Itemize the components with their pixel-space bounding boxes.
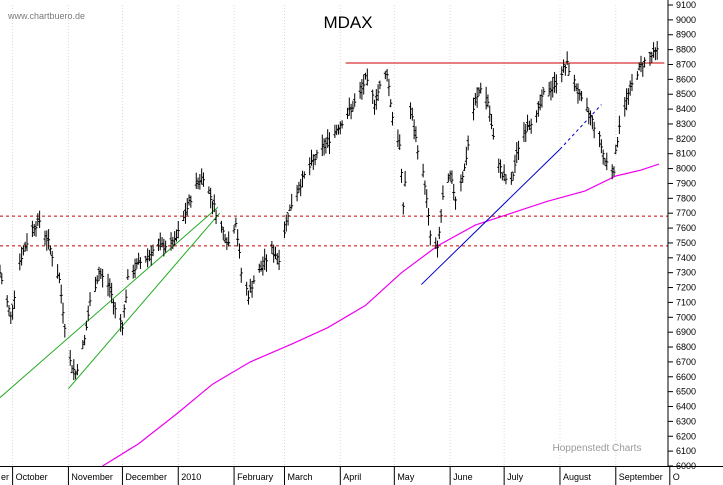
month-label: August <box>563 472 592 482</box>
y-tick-label: 6400 <box>676 402 696 412</box>
month-label: July <box>507 472 524 482</box>
trendline-blue-dashed <box>559 104 602 150</box>
y-tick-label: 6200 <box>676 431 696 441</box>
month-label: 2010 <box>181 472 201 482</box>
y-tick-label: 6900 <box>676 327 696 337</box>
y-tick-label: 8000 <box>676 164 696 174</box>
plot-frame <box>0 0 723 467</box>
watermark-label: Hoppenstedt Charts <box>553 443 642 454</box>
y-tick-label: 6600 <box>676 372 696 382</box>
chart-title: MDAX <box>323 13 372 32</box>
y-tick-label: 7600 <box>676 223 696 233</box>
y-axis: 6000 6100 6200 6300 6400 6500 6600 6700 6800 6900… <box>668 0 696 471</box>
y-tick-label: 8200 <box>676 134 696 144</box>
y-tick-label: 6800 <box>676 342 696 352</box>
y-tick-label: 8300 <box>676 119 696 129</box>
price-bars <box>0 41 659 381</box>
y-tick-label: 7500 <box>676 238 696 248</box>
y-tick-label: 9000 <box>676 15 696 25</box>
trendline-green-2 <box>68 212 221 389</box>
trendline-blue-solid <box>420 148 561 285</box>
y-tick-label: 6700 <box>676 357 696 367</box>
month-label: February <box>237 472 274 482</box>
trendline-green-1 <box>0 206 219 398</box>
y-tick-label: 6000 <box>676 461 696 471</box>
y-tick-label: 7700 <box>676 208 696 218</box>
month-label: October <box>16 472 48 482</box>
month-label: December <box>125 472 167 482</box>
y-tick-label: 7800 <box>676 193 696 203</box>
y-tick-label: 7400 <box>676 253 696 263</box>
month-label: May <box>397 472 415 482</box>
y-tick-label: 8500 <box>676 89 696 99</box>
y-tick-label: 8800 <box>676 45 696 55</box>
chart-overlays <box>0 62 668 467</box>
y-tick-label: 6300 <box>676 416 696 426</box>
y-tick-label: 7300 <box>676 268 696 278</box>
chart-gridlines <box>12 5 617 466</box>
y-tick-label: 7900 <box>676 178 696 188</box>
y-tick-label: 6500 <box>676 387 696 397</box>
month-label: March <box>287 472 312 482</box>
month-label: O <box>673 472 680 482</box>
y-tick-label: 8400 <box>676 104 696 114</box>
y-tick-label: 8100 <box>676 149 696 159</box>
x-axis: er October November December 2010 February Mar… <box>1 466 680 485</box>
month-label: er <box>1 472 9 482</box>
month-label: June <box>453 472 473 482</box>
month-label: September <box>619 472 663 482</box>
y-tick-label: 8700 <box>676 59 696 69</box>
y-tick-label: 8600 <box>676 74 696 84</box>
source-label: www.chartbuero.de <box>7 11 85 21</box>
month-label: November <box>71 472 113 482</box>
month-label: April <box>343 472 361 482</box>
y-tick-label: 7100 <box>676 297 696 307</box>
y-tick-label: 6100 <box>676 446 696 456</box>
y-tick-label: 7200 <box>676 283 696 293</box>
y-tick-label: 8900 <box>676 30 696 40</box>
moving-average-line <box>102 163 660 467</box>
y-tick-label: 9100 <box>676 0 696 10</box>
y-tick-label: 7000 <box>676 312 696 322</box>
